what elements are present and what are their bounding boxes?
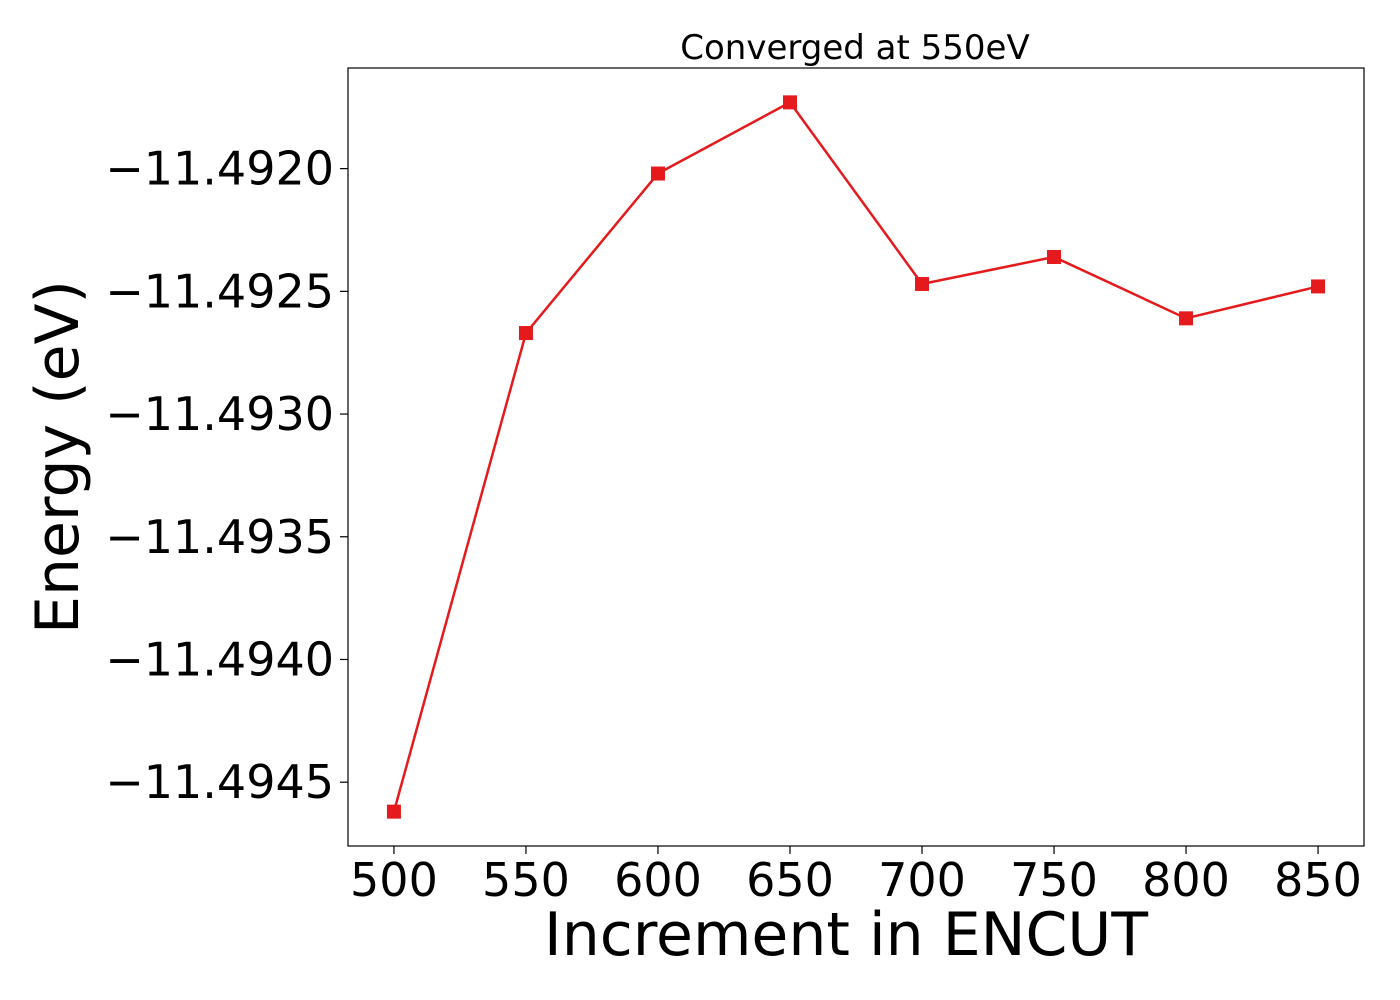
- x-axis-ticks: 500 550 600 650 700 750 800 850: [350, 846, 1362, 907]
- x-tick-label: 800: [1142, 853, 1230, 907]
- x-tick-label: 700: [878, 853, 966, 907]
- x-tick-label: 600: [614, 853, 702, 907]
- x-tick-label: 650: [746, 853, 834, 907]
- y-tick-label: −11.4925: [105, 264, 334, 318]
- y-tick-label: −11.4940: [105, 632, 334, 686]
- data-point-marker: [1047, 249, 1062, 264]
- series-line: [392, 100, 1319, 812]
- x-tick-label: 750: [1010, 853, 1098, 907]
- series-group: [386, 95, 1326, 819]
- x-tick-label: 850: [1274, 853, 1362, 907]
- plot-area-frame: [347, 67, 1365, 847]
- y-tick-label: −11.4935: [105, 510, 334, 564]
- data-point-marker: [650, 166, 665, 181]
- chart-title: Converged at 550eV: [680, 28, 1029, 68]
- data-point-marker: [782, 95, 797, 110]
- x-tick-label: 500: [350, 853, 438, 907]
- y-tick-label: −11.4945: [105, 755, 334, 809]
- data-point-marker: [386, 804, 401, 819]
- y-axis-ticks: −11.4945 −11.4940 −11.4935 −11.4930 −11.4925…: [105, 142, 348, 809]
- data-point-marker: [915, 276, 930, 291]
- data-point-marker: [1179, 311, 1194, 326]
- y-axis-label: Energy (eV): [23, 280, 93, 634]
- y-tick-label: −11.4920: [105, 142, 334, 196]
- x-axis-label: Increment in ENCUT: [544, 900, 1148, 970]
- x-tick-label: 550: [482, 853, 570, 907]
- y-tick-label: −11.4930: [105, 387, 334, 441]
- data-point-marker: [1311, 279, 1326, 294]
- data-point-marker: [518, 326, 533, 341]
